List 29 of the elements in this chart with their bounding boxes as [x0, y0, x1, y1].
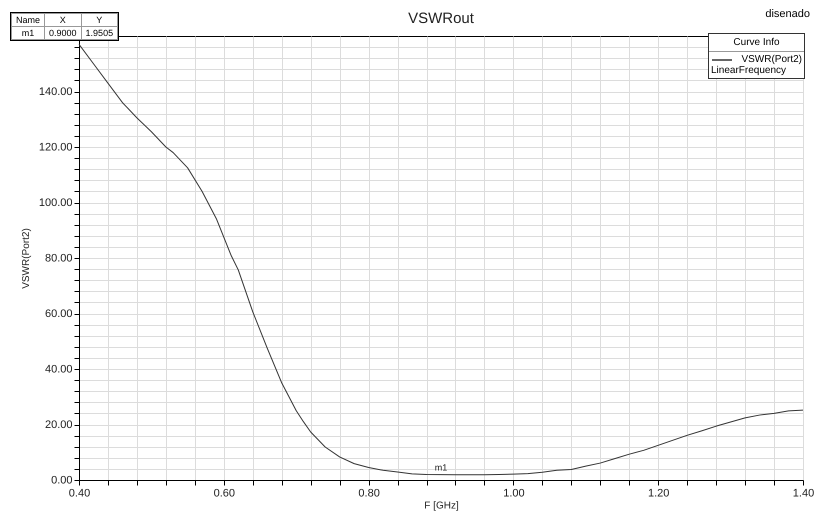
chart-title: VSWRout	[408, 10, 475, 27]
x-tick-label: 1.40	[792, 488, 814, 500]
y-axis-title: VSWR(Port2)	[20, 228, 32, 289]
text: m1	[12, 26, 45, 40]
text: X	[44, 14, 82, 26]
x-tick-label: 0.60	[214, 488, 236, 500]
legend-title: Curve Info	[709, 34, 804, 52]
annotation: 1.9505	[81, 26, 118, 40]
y-tick-label: 60.00	[44, 308, 72, 320]
annotation: LinearFrequency	[710, 65, 788, 78]
x-axis-title: F [GHz]	[424, 500, 459, 512]
y-tick-label: 0.00	[51, 474, 72, 486]
text: disenado	[765, 8, 810, 20]
x-tick-label: 1.00	[503, 488, 525, 500]
x-tick-label: 1.20	[648, 488, 670, 500]
text: Name	[12, 14, 45, 26]
y-tick-label: 120.00	[38, 142, 72, 154]
y-tick-label: 100.00	[38, 197, 72, 209]
x-tick-label: 0.40	[68, 488, 90, 500]
annotation: m1	[434, 462, 448, 473]
line-series	[78, 44, 804, 476]
x-tick-label: 0.80	[358, 488, 380, 500]
text: Y	[81, 14, 118, 26]
y-tick-label: 20.00	[44, 419, 72, 431]
y-tick-label: 140.00	[38, 86, 72, 98]
y-tick-label: 80.00	[44, 252, 72, 264]
legend-label: VSWR(Port2)	[741, 54, 802, 65]
y-tick-label: 40.00	[44, 364, 72, 376]
text: 0.9000	[44, 26, 82, 40]
